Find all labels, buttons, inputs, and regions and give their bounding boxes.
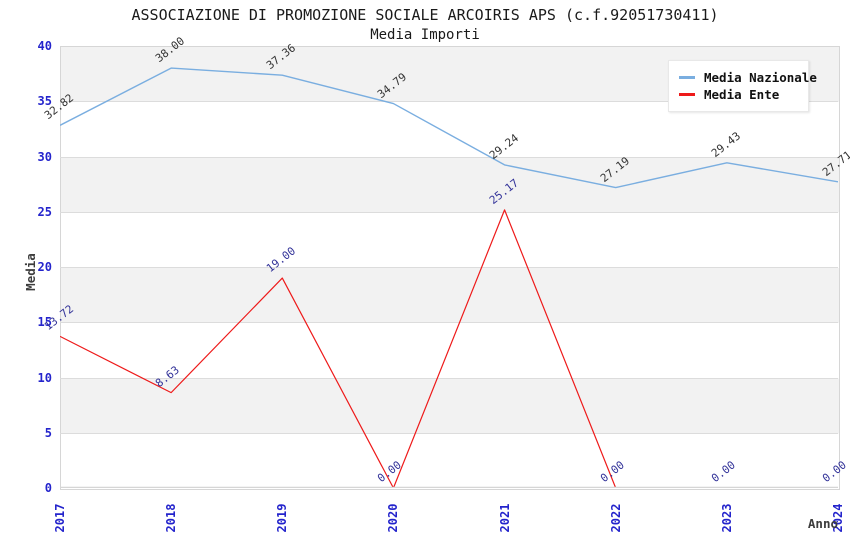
x-tick-label: 2021	[497, 503, 512, 533]
y-tick-label: 20	[37, 260, 52, 274]
x-tick-label: 2019	[275, 503, 290, 533]
y-tick-label: 15	[37, 315, 52, 330]
y-axis-title: Media	[23, 253, 38, 291]
x-tick-label: 2023	[719, 503, 734, 533]
legend-item-media-ente: Media Ente	[679, 87, 798, 102]
gridline	[60, 211, 838, 213]
legend: Media Nazionale Media Ente	[668, 60, 817, 112]
line-swatch-icon	[679, 93, 695, 96]
gridline	[60, 322, 838, 324]
line-swatch-icon	[679, 76, 695, 79]
y-tick-label: 0	[44, 481, 52, 495]
legend-label: Media Nazionale	[704, 70, 817, 85]
plot-area	[60, 46, 840, 490]
x-tick-label: 2020	[386, 503, 401, 533]
gridline	[60, 156, 838, 158]
legend-item-media-nazionale: Media Nazionale	[679, 70, 817, 85]
series-line	[60, 209, 838, 488]
chart-subtitle: Media Importi	[370, 27, 480, 43]
x-axis-title: Anno	[807, 516, 838, 531]
series-lines	[60, 67, 838, 488]
y-tick-label: 25	[37, 204, 52, 219]
gridline	[60, 267, 838, 268]
y-tick-label: 10	[37, 370, 52, 385]
y-tick-label: 35	[37, 94, 52, 109]
gridline	[60, 101, 838, 103]
x-tick-label: 2018	[164, 503, 179, 533]
chart-title: ASSOCIAZIONE DI PROMOZIONE SOCIALE ARCOI…	[131, 6, 719, 24]
gridline	[60, 432, 838, 434]
x-tick-label: 2022	[608, 503, 623, 533]
y-tick-label: 30	[37, 149, 52, 164]
x-tick-label: 2017	[53, 503, 67, 533]
gridline	[60, 377, 838, 379]
y-tick-label: 5	[44, 425, 52, 440]
legend-label: Media Ente	[704, 87, 780, 102]
y-tick-label: 40	[37, 39, 52, 53]
series-line	[60, 67, 838, 189]
